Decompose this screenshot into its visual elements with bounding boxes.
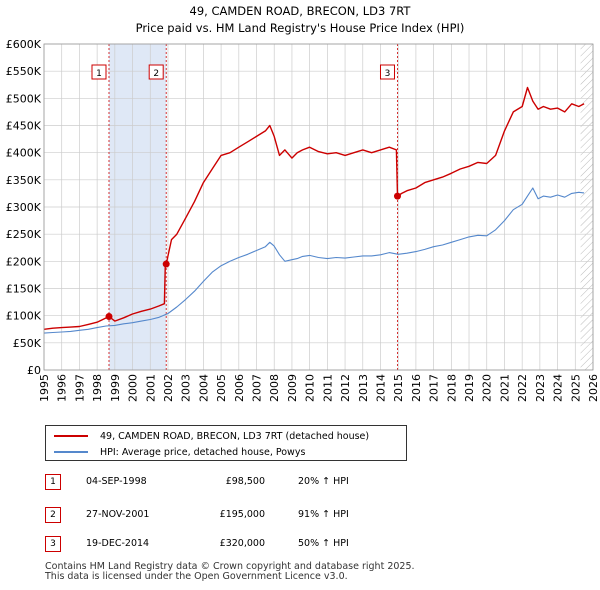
marker-label-number: 2 xyxy=(153,69,159,79)
transaction-price: £320,000 xyxy=(219,538,265,549)
house-price-series-line xyxy=(43,86,585,330)
sale-point-marker xyxy=(105,312,113,320)
x-tick-label: 1995 xyxy=(38,374,51,402)
x-tick-label: 2002 xyxy=(162,374,175,402)
legend-item-house: 49, CAMDEN ROAD, BRECON, LD3 7RT (detach… xyxy=(54,428,369,444)
y-tick-label: £200K xyxy=(6,255,42,268)
x-tick-label: 2015 xyxy=(392,374,405,402)
y-tick-label: £150K xyxy=(6,283,42,296)
y-tick-label: £0 xyxy=(27,364,41,377)
x-tick-label: 2018 xyxy=(445,374,458,402)
transaction-date: 04-SEP-1998 xyxy=(86,476,147,487)
x-tick-label: 2010 xyxy=(304,374,317,402)
x-tick-label: 2007 xyxy=(251,374,264,402)
x-tick-label: 2011 xyxy=(321,374,334,402)
footer-attribution: Contains HM Land Registry data © Crown c… xyxy=(45,562,415,582)
x-tick-label: 2017 xyxy=(428,374,441,402)
transaction-row: 2 27-NOV-2001 £195,000 91% ↑ HPI xyxy=(45,507,425,525)
x-tick-label: 2021 xyxy=(498,374,511,402)
marker-label-box xyxy=(91,64,107,80)
x-tick-label: 2026 xyxy=(587,374,600,402)
x-tick-label: 2013 xyxy=(357,374,370,402)
transaction-number-badge: 3 xyxy=(45,536,61,552)
chart-title: 49, CAMDEN ROAD, BRECON, LD3 7RT xyxy=(190,4,412,18)
x-tick-label: 2012 xyxy=(339,374,352,402)
footer-licence: This data is licensed under the Open Gov… xyxy=(45,571,348,582)
transaction-number-badge: 2 xyxy=(45,507,61,523)
transaction-row: 3 19-DEC-2014 £320,000 50% ↑ HPI xyxy=(45,536,425,554)
x-tick-label: 2008 xyxy=(268,374,281,402)
y-tick-label: £100K xyxy=(6,310,42,323)
x-tick-label: 2003 xyxy=(180,374,193,402)
footer-copyright: Contains HM Land Registry data © Crown c… xyxy=(45,561,415,572)
chart-subtitle: Price paid vs. HM Land Registry's House … xyxy=(136,21,465,35)
marker-label-box xyxy=(148,64,164,80)
transaction-date: 19-DEC-2014 xyxy=(86,538,150,549)
x-tick-label: 2020 xyxy=(481,374,494,402)
x-tick-label: 2000 xyxy=(127,374,140,402)
x-tick-label: 1996 xyxy=(56,374,69,402)
x-tick-label: 2016 xyxy=(410,374,423,402)
x-tick-label: 2006 xyxy=(233,374,246,402)
plot-frame xyxy=(43,43,594,371)
y-tick-label: £450K xyxy=(6,120,42,133)
legend-label-house: 49, CAMDEN ROAD, BRECON, LD3 7RT (detach… xyxy=(100,430,370,442)
x-tick-label: 2022 xyxy=(516,374,529,402)
y-tick-label: £250K xyxy=(6,228,42,241)
legend-item-hpi: HPI: Average price, detached house, Powy… xyxy=(54,444,305,460)
hpi-series-line xyxy=(43,187,585,334)
y-tick-label: £600K xyxy=(6,38,42,51)
x-tick-label: 2005 xyxy=(215,374,228,402)
y-tick-label: £400K xyxy=(6,147,42,160)
x-tick-label: 1999 xyxy=(109,374,122,402)
transaction-price: £98,500 xyxy=(225,476,265,487)
y-tick-label: £500K xyxy=(6,92,42,105)
sale-point-marker xyxy=(393,192,401,200)
transaction-hpi-change: 91% ↑ HPI xyxy=(298,509,349,520)
x-tick-label: 2024 xyxy=(552,374,565,402)
legend-swatch-house xyxy=(54,435,88,437)
legend-swatch-hpi xyxy=(54,451,88,453)
x-tick-label: 1997 xyxy=(73,374,86,402)
transaction-hpi-change: 50% ↑ HPI xyxy=(298,538,349,549)
y-tick-label: £300K xyxy=(6,201,42,214)
x-tick-label: 2019 xyxy=(463,374,476,402)
marker-label-number: 1 xyxy=(96,69,102,79)
marker-label-number: 3 xyxy=(385,69,391,79)
legend-label-hpi: HPI: Average price, detached house, Powy… xyxy=(100,446,306,458)
marker-label-box xyxy=(379,64,395,80)
x-tick-label: 2025 xyxy=(569,374,582,402)
transaction-date: 27-NOV-2001 xyxy=(86,509,150,520)
x-tick-label: 1998 xyxy=(91,374,104,402)
x-tick-label: 2014 xyxy=(374,374,387,402)
x-tick-label: 2009 xyxy=(286,374,299,402)
x-tick-label: 2023 xyxy=(534,374,547,402)
transaction-price: £195,000 xyxy=(219,509,265,520)
y-tick-label: £50K xyxy=(13,337,42,350)
sale-point-marker xyxy=(162,260,170,268)
transaction-number-badge: 1 xyxy=(45,474,61,490)
transaction-hpi-change: 20% ↑ HPI xyxy=(298,476,349,487)
y-tick-label: £550K xyxy=(6,65,42,78)
price-chart: 49, CAMDEN ROAD, BRECON, LD3 7RT Price p… xyxy=(6,4,600,402)
legend: 49, CAMDEN ROAD, BRECON, LD3 7RT (detach… xyxy=(45,425,407,461)
x-tick-label: 2001 xyxy=(144,374,157,402)
transaction-row: 1 04-SEP-1998 £98,500 20% ↑ HPI xyxy=(45,474,425,492)
x-tick-label: 2004 xyxy=(197,374,210,402)
y-tick-label: £350K xyxy=(6,174,42,187)
